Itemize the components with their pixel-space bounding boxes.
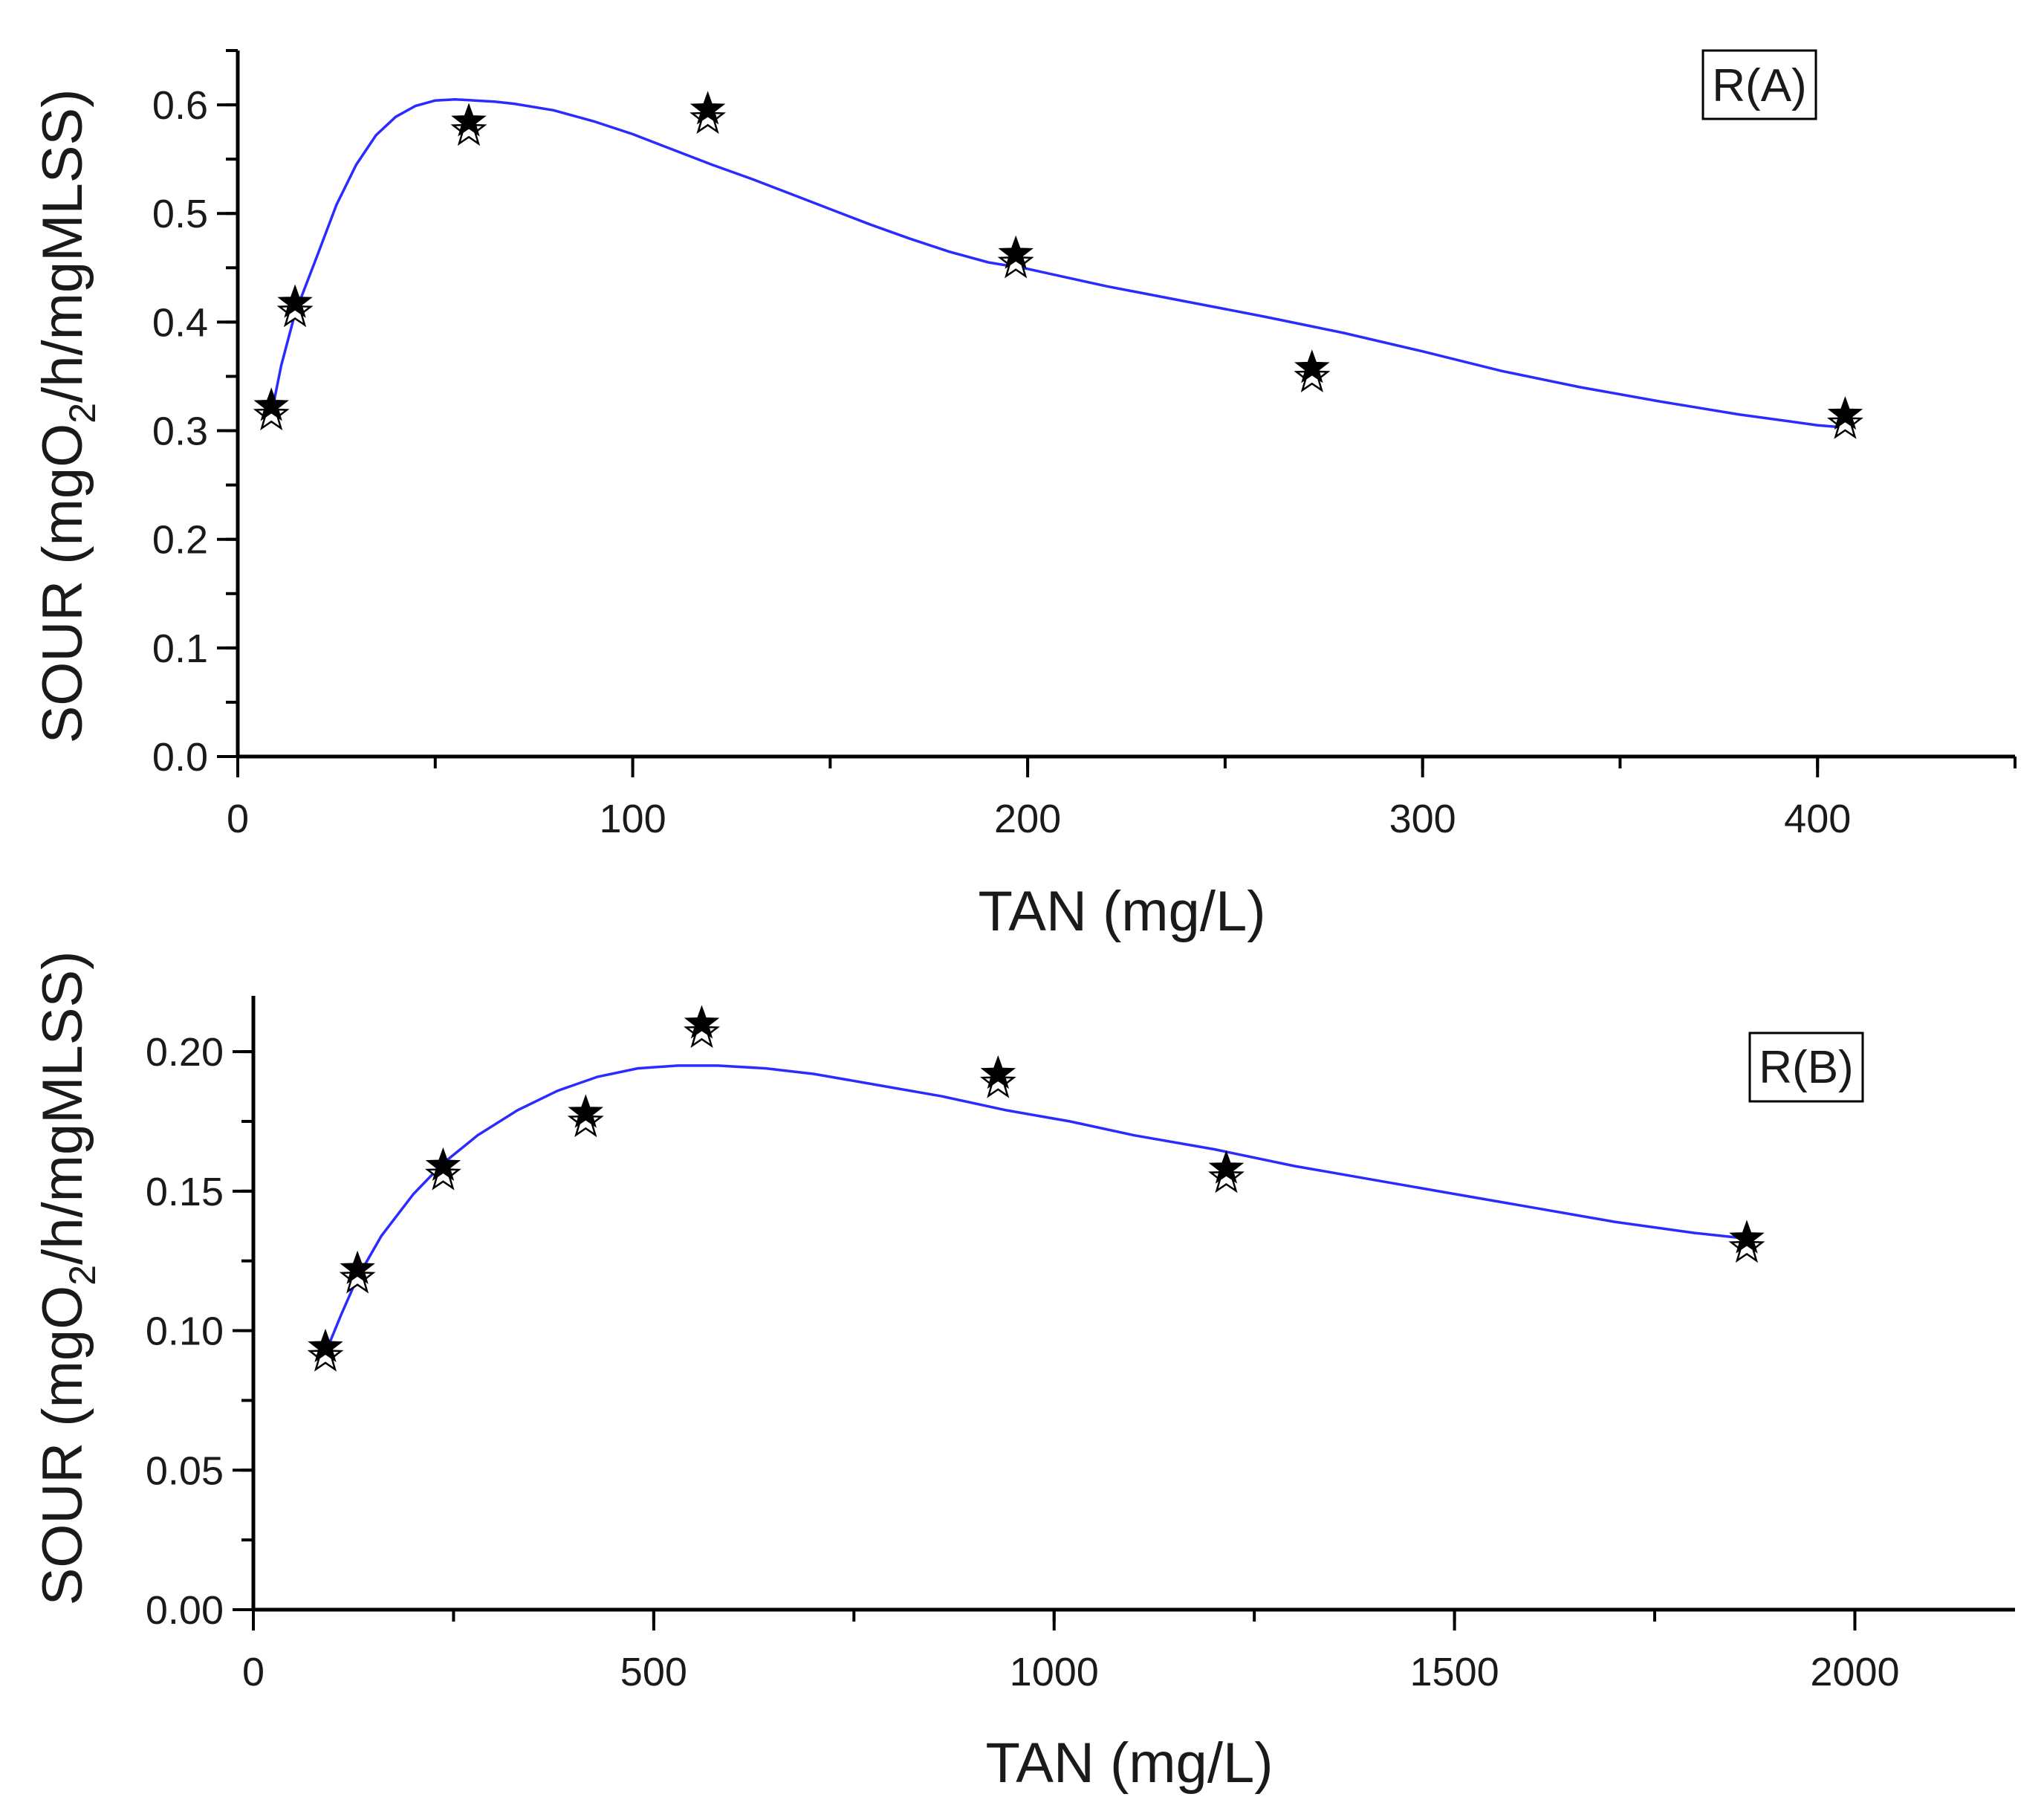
x-tick-label: 500 — [620, 1650, 687, 1694]
x-tick-label: 2000 — [1810, 1650, 1899, 1694]
x-tick-label: 1500 — [1410, 1650, 1499, 1694]
y-tick-label: 0.00 — [146, 1588, 224, 1633]
data-point — [684, 1005, 721, 1049]
data-point-star — [253, 387, 289, 421]
data-point-star — [451, 103, 487, 137]
data-point — [1294, 349, 1331, 392]
data-point — [253, 387, 290, 431]
data-point-star — [684, 1005, 720, 1039]
chart-panel-r-b: 0 500 1000 1500 2000 0.00 0.05 0.10 0.15 0.20 TAN… — [31, 951, 2015, 1795]
y-tick-label: 0.20 — [146, 1030, 224, 1075]
data-point — [1728, 1220, 1765, 1263]
y-axis-label: SOUR (mgO2/h/mgMLSS) — [31, 951, 103, 1606]
data-point — [567, 1094, 604, 1138]
legend-label-r-b: R(B) — [1759, 1042, 1853, 1093]
data-point — [979, 1055, 1016, 1098]
data-point-star — [998, 235, 1034, 269]
x-axis-label: TAN (mg/L) — [978, 880, 1265, 943]
y-axis-label-subscript: 2 — [62, 403, 103, 424]
x-tick-label: 300 — [1389, 797, 1456, 841]
y-axis-label: SOUR (mgO2/h/mgMLSS) — [31, 89, 103, 744]
data-point — [1826, 396, 1863, 439]
data-point — [1207, 1150, 1245, 1194]
data-point — [997, 235, 1034, 279]
legend-label-r-a: R(A) — [1712, 60, 1806, 111]
y-tick-label: 0.2 — [152, 518, 208, 563]
x-tick-label: 200 — [994, 797, 1061, 841]
y-tick-label: 0.0 — [152, 735, 208, 780]
y-axis-label-suffix: /h/mgMLSS) — [31, 951, 94, 1265]
y-tick-label: 0.3 — [152, 409, 208, 454]
data-point-star — [1294, 349, 1330, 383]
data-point-star — [568, 1094, 604, 1128]
data-point-star — [1827, 396, 1863, 430]
y-axis-label-suffix: /h/mgMLSS) — [31, 89, 94, 403]
x-tick-label: 0 — [242, 1650, 265, 1694]
fit-curve — [324, 1064, 1748, 1354]
chart-panel-r-a: 0 100 200 300 400 0.0 0.1 0.2 0.3 0.4 0.5 0.6 TAN (… — [31, 49, 2017, 943]
y-tick-label: 0.05 — [146, 1448, 224, 1493]
data-point-star — [425, 1147, 461, 1182]
legend-box-r-a — [1701, 49, 1817, 120]
y-tick-label: 0.1 — [152, 626, 208, 671]
y-tick-label: 0.10 — [146, 1309, 224, 1354]
data-point-star — [1208, 1150, 1245, 1184]
x-tick-label: 1000 — [1010, 1650, 1099, 1694]
data-point — [424, 1147, 461, 1191]
y-axis-label-prefix: SOUR (mgO — [31, 424, 94, 744]
data-point — [450, 103, 487, 146]
data-point — [276, 284, 314, 328]
data-point-star — [340, 1250, 375, 1284]
x-tick-label: 100 — [600, 797, 666, 841]
data-point — [307, 1328, 344, 1372]
y-tick-label: 0.6 — [152, 83, 208, 128]
data-point — [339, 1250, 376, 1294]
data-point-star — [1729, 1220, 1765, 1254]
legend-box-r-b — [1748, 1032, 1864, 1103]
data-point-star — [690, 91, 726, 125]
x-axis-label: TAN (mg/L) — [985, 1732, 1273, 1795]
y-tick-label: 0.5 — [152, 192, 208, 236]
data-point-star — [277, 284, 313, 318]
y-tick-label: 0.4 — [152, 300, 208, 345]
y-axis-label-prefix: SOUR (mgO — [31, 1286, 94, 1606]
x-tick-label: 400 — [1784, 797, 1851, 841]
data-point — [690, 91, 727, 135]
data-point-star — [308, 1328, 343, 1362]
x-tick-label: 0 — [227, 797, 249, 841]
data-point-star — [980, 1055, 1016, 1089]
fit-curve — [270, 98, 1846, 429]
y-axis-label-subscript: 2 — [62, 1265, 103, 1286]
y-tick-label: 0.15 — [146, 1170, 224, 1214]
